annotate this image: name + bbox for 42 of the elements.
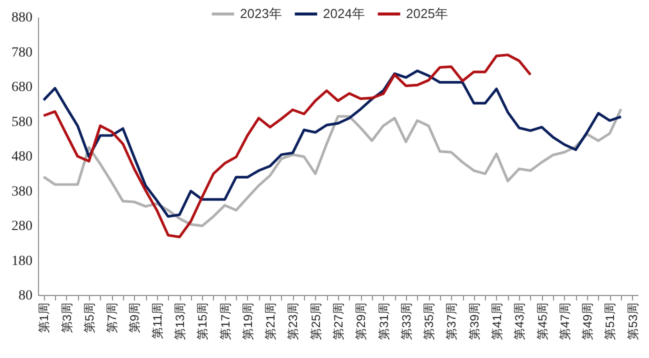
y-tick-label: 80 — [18, 288, 32, 304]
x-tick-label: 第7周 — [105, 302, 120, 334]
x-tick-label: 第49周 — [580, 302, 595, 340]
x-tick-label: 第53周 — [626, 302, 640, 340]
y-tick-label: 780 — [12, 45, 32, 60]
y-tick-label: 280 — [12, 219, 32, 234]
x-tick-label: 第3周 — [60, 302, 74, 334]
legend-label: 2024年 — [323, 6, 365, 21]
line-series — [42, 108, 622, 228]
x-tick-label: 第33周 — [399, 302, 414, 340]
y-tick-label: 580 — [12, 114, 32, 130]
x-tick-label: 第19周 — [240, 302, 255, 340]
y-tick-label: 680 — [12, 80, 32, 95]
y-tick-label: 180 — [12, 254, 32, 269]
x-tick-label: 第43周 — [512, 302, 527, 340]
x-tick-label: 第25周 — [308, 302, 323, 340]
legend-label: 2023年 — [240, 6, 282, 21]
x-tick-label: 第45周 — [535, 302, 550, 340]
x-tick-label: 第21周 — [264, 302, 278, 340]
line-series — [42, 54, 532, 238]
x-tick-label: 第39周 — [467, 302, 482, 340]
y-tick-label: 380 — [12, 184, 32, 200]
x-tick-label: 第15周 — [196, 302, 210, 340]
x-tick-label: 第37周 — [444, 302, 459, 340]
x-tick-label: 第9周 — [128, 302, 142, 334]
legend-label: 2025年 — [406, 6, 448, 21]
x-tick-label: 第1周 — [37, 302, 52, 334]
y-tick-label: 880 — [12, 10, 32, 26]
y-tick-label: 480 — [12, 150, 32, 164]
x-tick-label: 第29周 — [354, 302, 368, 340]
x-tick-label: 第31周 — [376, 302, 391, 340]
x-tick-label: 第23周 — [286, 302, 300, 340]
x-tick-label: 第5周 — [82, 302, 96, 334]
x-tick-label: 第17周 — [218, 302, 232, 340]
x-tick-label: 第47周 — [558, 302, 572, 340]
x-tick-label: 第13周 — [173, 302, 188, 340]
line-series — [42, 70, 622, 218]
x-tick-label: 第27周 — [332, 302, 346, 340]
x-tick-label: 第41周 — [490, 302, 504, 340]
x-tick-label: 第11周 — [150, 302, 164, 339]
x-tick-label: 第51周 — [603, 302, 618, 340]
x-tick-label: 第35周 — [422, 302, 436, 340]
